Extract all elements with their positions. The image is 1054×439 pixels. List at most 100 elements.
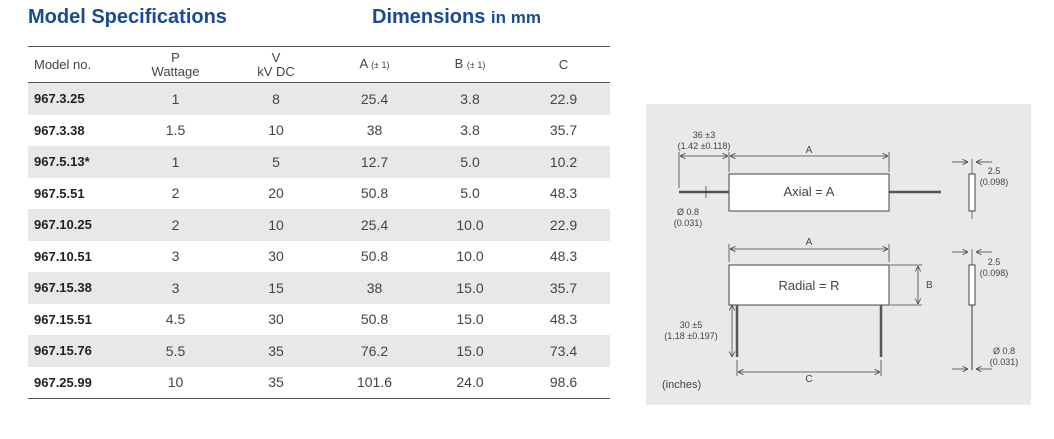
cell-c: 48.3: [549, 311, 578, 328]
radial-b-label: B: [926, 280, 933, 291]
cell-wattage: 3: [171, 248, 180, 265]
cell-voltage: 5: [226, 146, 326, 178]
axial-label: Axial = A: [784, 184, 835, 199]
axial-a-label: A: [806, 145, 813, 156]
table-row: 967.5.51 2 20 50.8 5.0 48.3: [28, 178, 610, 210]
axial-lead-diameter-inches: (0.031): [674, 218, 703, 228]
cell-voltage: 30: [268, 248, 284, 265]
radial-lead-length: 30 ±5: [680, 320, 702, 330]
header-p: P: [171, 49, 180, 65]
radial-lead-diameter-inches: (0.031): [990, 357, 1019, 367]
cell-voltage: 30: [268, 311, 284, 328]
radial-thickness-inches: (0.098): [980, 268, 1009, 278]
cell-wattage: 3: [125, 272, 226, 304]
cell-c: 73.4: [517, 335, 610, 367]
cell-model: 967.15.51: [34, 311, 92, 327]
model-specifications-heading: Model Specifications: [28, 6, 227, 28]
cell-wattage: 10: [167, 374, 184, 391]
cell-a: 25.4: [326, 82, 423, 115]
radial-a-label: A: [806, 237, 813, 248]
table-row: 967.15.51 4.5 30 50.8 15.0 48.3: [28, 304, 610, 336]
axial-lead-length: 36 ±3: [693, 130, 715, 140]
cell-model: 967.3.38: [34, 122, 85, 138]
cell-c: 22.9: [517, 209, 610, 241]
header-wattage-label: Wattage: [151, 63, 200, 79]
header-a-label: A: [359, 56, 368, 71]
table-row: 967.10.25 2 10 25.4 10.0 22.9: [28, 209, 610, 241]
dimension-diagram: Axial = A 36 ±3 (1.42 ±0.118) A Ø 0.8 (0…: [646, 104, 1031, 405]
cell-a: 12.7: [326, 146, 423, 178]
cell-voltage: 10: [268, 122, 284, 139]
axial-resistor: Axial = A 36 ±3 (1.42 ±0.118) A Ø 0.8 (0…: [674, 130, 1009, 228]
cell-b: 3.8: [423, 82, 517, 115]
radial-label: Radial = R: [778, 278, 839, 293]
table-row: 967.25.99 10 35 101.6 24.0 98.6: [28, 367, 610, 399]
radial-lead-diameter: Ø 0.8: [993, 346, 1015, 356]
cell-voltage: 8: [226, 82, 326, 115]
cell-c: 22.9: [517, 82, 610, 115]
cell-model: 967.5.13*: [28, 146, 125, 178]
cell-b: 10.0: [456, 248, 484, 265]
radial-body: [728, 264, 890, 306]
radial-lead-length-inches: (1.18 ±0.197): [664, 331, 717, 341]
cell-voltage: 35: [268, 374, 284, 391]
table-row: 967.15.76 5.5 35 76.2 15.0 73.4: [28, 335, 610, 367]
table-row: 967.3.25 1 8 25.4 3.8 22.9: [28, 82, 610, 115]
cell-b: 5.0: [460, 185, 480, 202]
header-b-label: B: [454, 56, 464, 71]
cell-model: 967.25.99: [34, 374, 92, 390]
cell-model: 967.5.51: [34, 185, 85, 201]
cell-wattage: 1: [125, 82, 226, 115]
cell-model: 967.15.38: [28, 272, 125, 304]
cell-c: 35.7: [517, 272, 610, 304]
cell-wattage: 4.5: [165, 311, 186, 328]
header-a: A (± 1): [326, 46, 423, 83]
cell-c: 35.7: [549, 122, 578, 139]
cell-b: 5.0: [423, 146, 517, 178]
header-b-tolerance: (± 1): [466, 60, 486, 70]
cell-b: 15.0: [423, 272, 517, 304]
cell-c: 48.3: [549, 248, 578, 265]
axial-lead-length-inches: (1.42 ±0.118): [678, 141, 731, 151]
cell-b: 15.0: [456, 311, 484, 328]
cell-c: 48.3: [549, 185, 578, 202]
cell-model: 967.3.25: [28, 82, 125, 115]
axial-side-body: [968, 173, 976, 212]
cell-a: 101.6: [356, 374, 393, 391]
cell-c: 98.6: [549, 374, 578, 391]
cell-voltage: 15: [226, 272, 326, 304]
cell-a: 25.4: [326, 209, 423, 241]
dimensions-unit: in mm: [490, 8, 541, 27]
header-c: C: [517, 46, 610, 83]
cell-voltage: 35: [226, 335, 326, 367]
cell-wattage: 1.5: [165, 122, 186, 139]
cell-model: 967.10.25: [28, 209, 125, 241]
cell-wattage: 5.5: [125, 335, 226, 367]
header-a-tolerance: (± 1): [371, 60, 390, 70]
cell-c: 10.2: [517, 146, 610, 178]
axial-thickness: 2.5: [988, 166, 1001, 176]
table-row: 967.15.38 3 15 38 15.0 35.7: [28, 272, 610, 304]
table-row: 967.3.38 1.5 10 38 3.8 35.7: [28, 115, 610, 147]
axial-body: [728, 173, 890, 212]
cell-a: 50.8: [360, 185, 389, 202]
cell-wattage: 1: [125, 146, 226, 178]
table-row: 967.5.13* 1 5 12.7 5.0 10.2: [28, 146, 610, 178]
header-v: V: [271, 49, 281, 65]
cell-a: 38: [326, 272, 423, 304]
cell-wattage: 2: [125, 209, 226, 241]
cell-a: 76.2: [326, 335, 423, 367]
header-b: B (± 1): [423, 46, 517, 83]
axial-thickness-inches: (0.098): [980, 177, 1009, 187]
radial-side-body: [968, 264, 976, 306]
cell-model: 967.15.76: [28, 335, 125, 367]
dimensions-title: Dimensions: [372, 6, 486, 28]
cell-a: 50.8: [360, 248, 389, 265]
cell-a: 50.8: [360, 311, 389, 328]
cell-b: 15.0: [423, 335, 517, 367]
header-model: Model no.: [28, 46, 125, 83]
table-body: 967.3.25 1 8 25.4 3.8 22.9 967.3.38 1.5 10 38 3.8 3…: [28, 82, 610, 399]
radial-resistor: A Radial = R B 30 ±5 (1.18 ±0.197) C 2.5…: [664, 237, 1018, 385]
